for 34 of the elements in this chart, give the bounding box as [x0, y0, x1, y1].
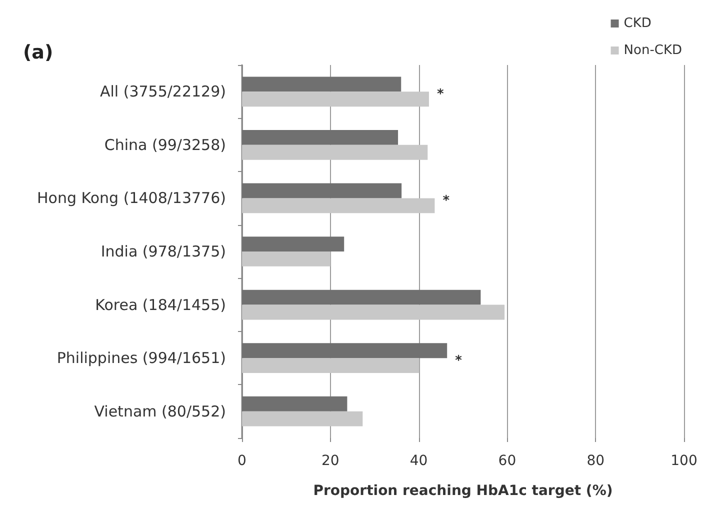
y-tick-label: China (99/3258): [104, 136, 226, 154]
y-tick-label: India (978/1375): [100, 242, 226, 260]
text: (a): [23, 42, 54, 64]
y-tick-label: Philippines (994/1651): [56, 349, 226, 368]
annotation: *: [455, 354, 462, 369]
bar: [242, 396, 348, 412]
x-tick-label: 0: [238, 453, 246, 469]
y-tick-label: Hong Kong (1408/13776): [37, 189, 226, 208]
annotation: *: [442, 194, 450, 209]
x-tick-label: 40: [410, 453, 428, 469]
bar: [242, 236, 344, 252]
bar: [242, 130, 398, 145]
x-tick-label: 60: [498, 453, 516, 469]
x-tick-label: 100: [670, 453, 698, 469]
bar: [242, 304, 505, 320]
annotation: *: [436, 87, 444, 102]
bar: [242, 358, 420, 373]
bar: [242, 198, 435, 214]
legend-label: Non-CKD: [624, 43, 682, 58]
bar: [242, 343, 448, 358]
x-axis-title: Proportion reaching HbA1c target (%): [313, 483, 613, 499]
legend-label: CKD: [624, 16, 652, 31]
bar: [242, 183, 402, 198]
y-tick-label: Vietnam (80/552): [94, 402, 226, 420]
bar: [242, 76, 402, 92]
x-tick-label: 20: [321, 453, 340, 469]
bar: [242, 144, 428, 160]
bar: [242, 411, 363, 426]
x-tick-label: 80: [586, 453, 605, 469]
bar: [242, 290, 481, 305]
y-tick-label: Korea (184/1455): [95, 296, 226, 314]
bar: [242, 252, 330, 266]
y-tick-label: All (3755/22129): [100, 82, 226, 101]
bar: [242, 92, 429, 107]
